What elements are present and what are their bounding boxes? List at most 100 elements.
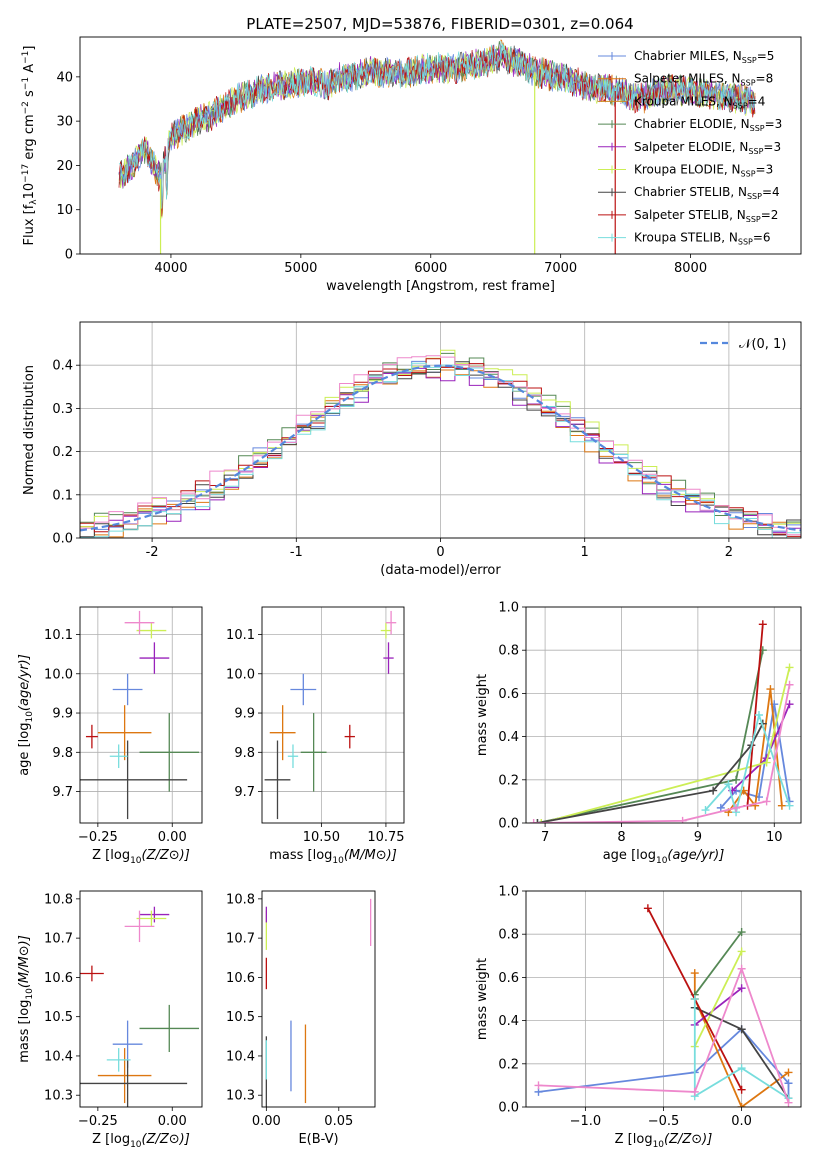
- y-tick-label: 20: [56, 159, 73, 174]
- x-tick-label: 7000: [544, 261, 577, 276]
- y-tick-label: 10.3: [226, 1089, 255, 1104]
- legend-text: =4: [748, 94, 766, 108]
- weight-line: [537, 723, 764, 823]
- legend-text: Salpeter ELODIE, N: [634, 140, 748, 154]
- x-axis-label-part: 10: [653, 1140, 665, 1150]
- y-axis-label-part: mass weight: [475, 674, 490, 756]
- y-axis-label: mass weight: [475, 958, 490, 1040]
- x-tick-label: −0.25: [78, 1114, 118, 1129]
- legend-sub: SSP: [750, 124, 765, 133]
- weight-marker: [785, 663, 794, 672]
- y-axis-label: mass [log10(M/M⊙)]: [17, 935, 35, 1063]
- legend-entry: Salpeter ELODIE, NSSP=3: [634, 140, 781, 156]
- weight-marker: [690, 995, 699, 1003]
- y-axis-label-part: mass [log: [17, 1000, 32, 1063]
- axes-frame: [79, 321, 802, 539]
- x-tick-label: 1: [581, 545, 589, 560]
- y-tick-label: 10.1: [226, 628, 255, 643]
- axes-frame: [525, 606, 802, 824]
- y-tick-label: 0.6: [498, 971, 519, 986]
- legend-text: Kroupa MILES, N: [634, 94, 733, 108]
- x-axis-label-part: 10: [332, 856, 344, 866]
- weight-marker: [643, 904, 652, 913]
- y-tick-label: 10.5: [226, 1010, 255, 1025]
- spectrum-line: [118, 43, 756, 217]
- legend-text: =3: [765, 117, 783, 131]
- y-tick-label: 10.1: [44, 628, 73, 643]
- legend-text: =3: [763, 140, 781, 154]
- x-axis-label: E(B-V): [298, 1132, 338, 1147]
- x-axis-label-part: (data-model)/error: [380, 563, 501, 578]
- legend-sub: SSP: [741, 170, 756, 179]
- legend-text: =6: [753, 231, 771, 245]
- weight-marker: [754, 711, 763, 719]
- y-axis-label-part: λ: [29, 199, 39, 205]
- y-tick-label: 0.2: [498, 773, 519, 788]
- weight-marker: [785, 700, 794, 709]
- legend-text: =8: [756, 72, 774, 86]
- y-tick-label: 10.7: [44, 932, 73, 947]
- x-tick-label: −0.5: [648, 1114, 680, 1129]
- weight-marker: [690, 969, 699, 978]
- weight-marker: [762, 758, 771, 767]
- y-tick-label: 0.8: [498, 644, 519, 659]
- y-axis-label-part: A: [22, 64, 37, 77]
- x-axis-label-part: age [log: [603, 848, 656, 863]
- axes-frame: [79, 36, 802, 255]
- x-tick-label: 7: [541, 830, 549, 845]
- y-axis-label-part: age [log: [17, 723, 32, 776]
- x-axis-label-part: Z [log: [92, 1132, 130, 1147]
- weight-marker: [737, 1064, 746, 1073]
- y-axis-label-part: 10: [25, 711, 35, 723]
- legend-sub: SSP: [742, 56, 757, 65]
- weight-marker: [784, 1068, 793, 1077]
- x-axis-label: Z [log10(Z/Z⊙)]: [92, 1132, 190, 1150]
- x-axis-label-part: (M/M⊙)]: [344, 848, 397, 863]
- legend-entry: Kroupa STELIB, NSSP=6: [634, 231, 771, 247]
- legend-sub: SSP: [748, 147, 763, 156]
- x-axis-label-part: (Z/Z⊙)]: [142, 1132, 190, 1147]
- legend-text: =5: [757, 49, 775, 63]
- y-axis-label-part: 10: [25, 988, 35, 1000]
- y-tick-label: 10.3: [44, 1089, 73, 1104]
- y-tick-label: 10.0: [226, 667, 255, 682]
- y-tick-label: 9.9: [52, 707, 73, 722]
- plot-area-mass_vs_EBV: [265, 898, 372, 1107]
- y-tick-label: 9.7: [52, 785, 73, 800]
- weight-marker: [709, 786, 718, 795]
- x-axis-label-part: (Z/Z⊙)]: [664, 1132, 712, 1147]
- x-axis-label-part: mass [log: [269, 848, 332, 863]
- y-tick-label: 0.4: [498, 1014, 519, 1029]
- axes-frame: [79, 606, 203, 824]
- legend-text: Chabrier STELIB, N: [634, 185, 747, 199]
- x-tick-label: 0.00: [158, 830, 187, 845]
- x-tick-label: 0: [436, 545, 444, 560]
- plot-area-mass_weight_vs_age: [529, 620, 794, 823]
- plot-area-age_vs_mass: [264, 610, 397, 820]
- weight-marker: [533, 819, 542, 823]
- y-tick-label: 9.8: [234, 746, 255, 761]
- spectrum-line: [118, 41, 756, 209]
- y-tick-label: 10.6: [44, 971, 73, 986]
- legend-entry: Salpeter STELIB, NSSP=2: [634, 208, 778, 224]
- y-axis-label-part: −1: [21, 77, 31, 90]
- plot-area-residuals: [80, 349, 801, 538]
- legend-text: Chabrier MILES, N: [634, 49, 742, 63]
- weight-marker: [737, 964, 746, 973]
- y-axis-label: Flux [fλ10−17 erg cm−2 s−1 A−1]: [21, 46, 39, 246]
- chart-age_vs_Z: −0.25 0.009.79.89.910.010.1Z [log10(Z/Z⊙)…: [17, 606, 203, 866]
- x-axis-label-part: (Z/Z⊙)]: [142, 848, 190, 863]
- legend-text: =2: [761, 208, 779, 222]
- weight-marker: [724, 780, 733, 789]
- y-tick-label: 0.4: [52, 359, 73, 374]
- chart-mass_vs_EBV: 0.00 0.05 10.3 10.4 10.5 10.6 10.7 10.8 E(B-V): [226, 890, 376, 1147]
- y-tick-label: 10.8: [44, 892, 73, 907]
- histogram-series: [80, 355, 801, 536]
- x-tick-label: 5000: [284, 261, 317, 276]
- y-tick-label: 0.0: [498, 1101, 519, 1116]
- weight-marker: [785, 801, 794, 810]
- y-tick-label: 30: [56, 115, 73, 130]
- y-tick-label: 10.6: [226, 971, 255, 986]
- chart-mass_weight_vs_Z: −1.0 −0.5 0.0 0.0 0.2 0.4 0.6 0.8 1.0 Z [log10(Z/…: [475, 885, 802, 1150]
- weight-line: [693, 951, 743, 1047]
